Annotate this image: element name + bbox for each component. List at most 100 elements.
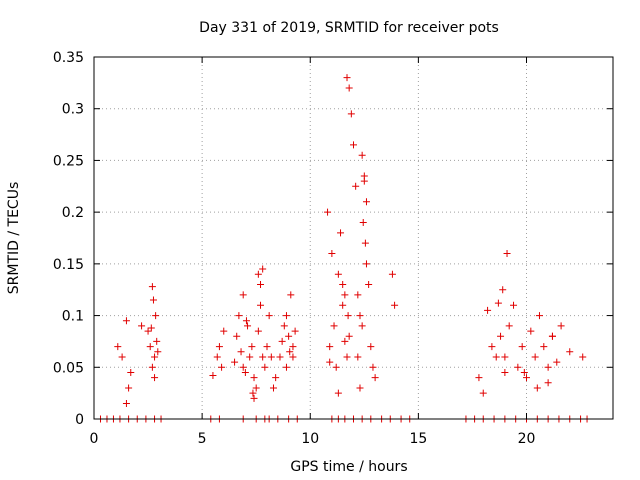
data-point [527,327,535,335]
data-point [548,332,556,340]
data-point [250,394,258,402]
data-point [337,229,345,237]
data-point [152,312,160,320]
data-point [252,384,260,392]
data-point [484,306,492,314]
data-point [249,389,257,397]
data-point [518,343,526,351]
data-point [289,353,297,361]
data-point [114,343,122,351]
data-point [254,327,262,335]
y-tick-label: 0.2 [62,205,84,221]
data-point [250,374,258,382]
data-point [388,270,396,278]
y-tick-label: 0.25 [53,153,84,169]
data-point [544,363,552,371]
data-point [488,343,496,351]
y-tick-label: 0.3 [62,102,84,118]
data-point [242,317,250,325]
data-point [499,286,507,294]
x-tick-label: 15 [409,431,427,447]
data-point [566,348,574,356]
data-point [371,374,379,382]
data-point [220,327,228,335]
data-point [345,84,353,92]
data-point [254,270,262,278]
data-point [246,353,254,361]
data-point [125,384,133,392]
data-point [289,343,297,351]
data-point [267,353,275,361]
plot-frame [93,56,614,420]
data-point [535,312,543,320]
data-point [326,358,334,366]
data-point [122,399,130,407]
data-point [362,198,370,206]
data-point [248,343,256,351]
y-tick-label: 0.05 [53,360,84,376]
data-point [520,368,528,376]
data-point [291,327,299,335]
data-point [326,343,334,351]
data-point [501,353,509,361]
data-point [328,250,336,258]
data-point [533,384,541,392]
data-point [362,260,370,268]
data-point [347,110,355,118]
data-point [324,208,332,216]
data-points [114,74,587,407]
data-point [501,368,509,376]
data-point [127,368,135,376]
data-point [278,337,286,345]
data-point [505,322,513,330]
data-point [263,343,271,351]
data-point [276,353,284,361]
y-axis-label: SRMTID / TECUs [6,182,22,295]
x-tick-label: 0 [90,431,99,447]
data-point [334,389,342,397]
data-point [369,363,377,371]
grid-lines [94,57,613,419]
data-point [144,327,152,335]
data-point [257,281,265,289]
data-point [213,353,221,361]
data-point [282,312,290,320]
data-point [361,239,369,247]
data-point [339,281,347,289]
data-point [540,343,548,351]
data-point [138,322,146,330]
data-point [343,353,351,361]
data-point [475,374,483,382]
data-point [280,322,288,330]
data-point [350,141,357,149]
y-tick-label: 0.35 [53,50,84,66]
x-tick-label: 20 [518,431,536,447]
y-tick-label: 0.1 [62,309,84,325]
data-point [391,301,399,309]
data-point [523,374,530,382]
data-point [148,283,156,291]
data-point [341,291,349,299]
data-point [149,296,157,304]
data-point [531,353,539,361]
data-point [344,312,352,320]
data-point [503,250,511,258]
data-point [354,291,362,299]
data-point [282,363,290,371]
data-point [553,358,561,366]
data-point [287,291,295,299]
data-point [215,343,223,351]
data-point [367,343,375,351]
data-point [341,337,349,345]
data-point [233,332,241,340]
data-point [148,363,156,371]
data-point [334,270,342,278]
data-point [514,363,522,371]
data-point [151,374,159,382]
data-point [557,322,565,330]
data-point [257,301,265,309]
data-point [510,301,518,309]
data-point [239,291,247,299]
data-point [352,182,360,190]
data-point [332,363,340,371]
